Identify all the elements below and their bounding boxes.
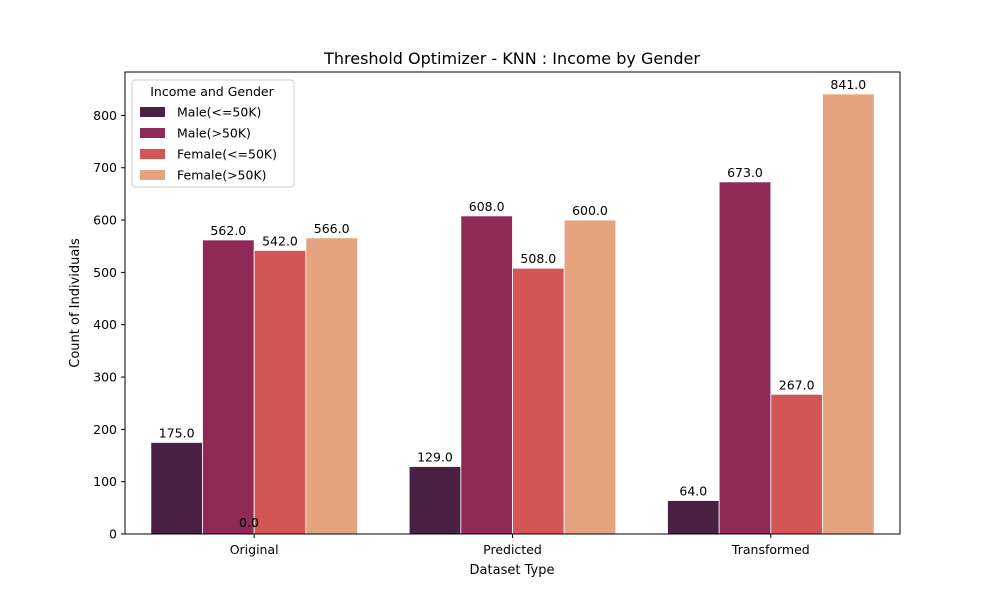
y-tick-label: 200 bbox=[93, 422, 117, 437]
data-label: 542.0 bbox=[262, 233, 298, 248]
bar bbox=[770, 393, 823, 535]
legend-swatch bbox=[140, 128, 165, 138]
data-label: 64.0 bbox=[679, 484, 707, 499]
legend-entry-label: Male(>50K) bbox=[177, 126, 251, 141]
y-tick-label: 100 bbox=[93, 474, 117, 489]
x-tick-label: Original bbox=[230, 542, 279, 557]
bar bbox=[460, 215, 513, 535]
data-labels-group: 175.0 129.0 64.0 562.0 608.0 673.0 542.0 508.0 2… bbox=[159, 77, 866, 530]
legend-entry-label: Female(<=50K) bbox=[177, 147, 277, 162]
bar bbox=[150, 442, 203, 535]
bar bbox=[305, 237, 358, 535]
y-tick-label: 500 bbox=[93, 265, 117, 280]
bar bbox=[563, 219, 617, 535]
x-axis-label: Dataset Type bbox=[470, 563, 555, 578]
legend-frame bbox=[131, 79, 295, 188]
axes-group: 0 100 200 300 400 500 600 700 800 Original Predict… bbox=[93, 71, 901, 557]
legend-swatch bbox=[140, 149, 165, 159]
y-tick-label: 300 bbox=[93, 370, 117, 385]
bar bbox=[253, 250, 307, 535]
data-label: 0.0 bbox=[239, 515, 259, 530]
bars-group bbox=[150, 93, 875, 535]
x-tick-label: Transformed bbox=[731, 542, 810, 557]
y-tick-label: 600 bbox=[93, 213, 117, 228]
bar bbox=[512, 267, 565, 535]
data-label: 566.0 bbox=[314, 221, 350, 236]
bar bbox=[822, 93, 875, 535]
data-label: 600.0 bbox=[572, 203, 608, 218]
data-label: 175.0 bbox=[159, 425, 195, 440]
bar bbox=[202, 239, 255, 535]
legend-entry-label: Male(<=50K) bbox=[177, 105, 261, 120]
data-label: 267.0 bbox=[779, 377, 815, 392]
data-label: 673.0 bbox=[727, 165, 763, 180]
bar bbox=[718, 181, 772, 535]
data-label: 0.0 bbox=[239, 515, 259, 530]
legend-entry-label: Female(>50K) bbox=[177, 168, 267, 183]
data-label: 562.0 bbox=[210, 223, 246, 238]
legend: Income and Gender Male(<=50K) Male(>50K) F… bbox=[131, 79, 295, 188]
x-tick-label: Predicted bbox=[483, 542, 542, 557]
y-tick-label: 700 bbox=[93, 160, 117, 175]
y-axis-label: Count of Individuals bbox=[68, 238, 83, 368]
data-label: 841.0 bbox=[830, 77, 866, 92]
legend-swatch bbox=[140, 170, 165, 180]
bar bbox=[667, 500, 720, 535]
y-tick-label: 400 bbox=[93, 317, 117, 332]
y-tick-label: 0 bbox=[109, 527, 117, 542]
y-tick-label: 800 bbox=[93, 108, 117, 123]
chart-title: Threshold Optimizer - KNN : Income by Ge… bbox=[323, 49, 700, 68]
bar bbox=[408, 466, 462, 535]
data-label: 508.0 bbox=[520, 251, 556, 266]
data-label: 129.0 bbox=[417, 450, 453, 465]
legend-title: Income and Gender bbox=[150, 84, 274, 99]
legend-swatch bbox=[140, 107, 165, 117]
data-label: 608.0 bbox=[469, 199, 505, 214]
